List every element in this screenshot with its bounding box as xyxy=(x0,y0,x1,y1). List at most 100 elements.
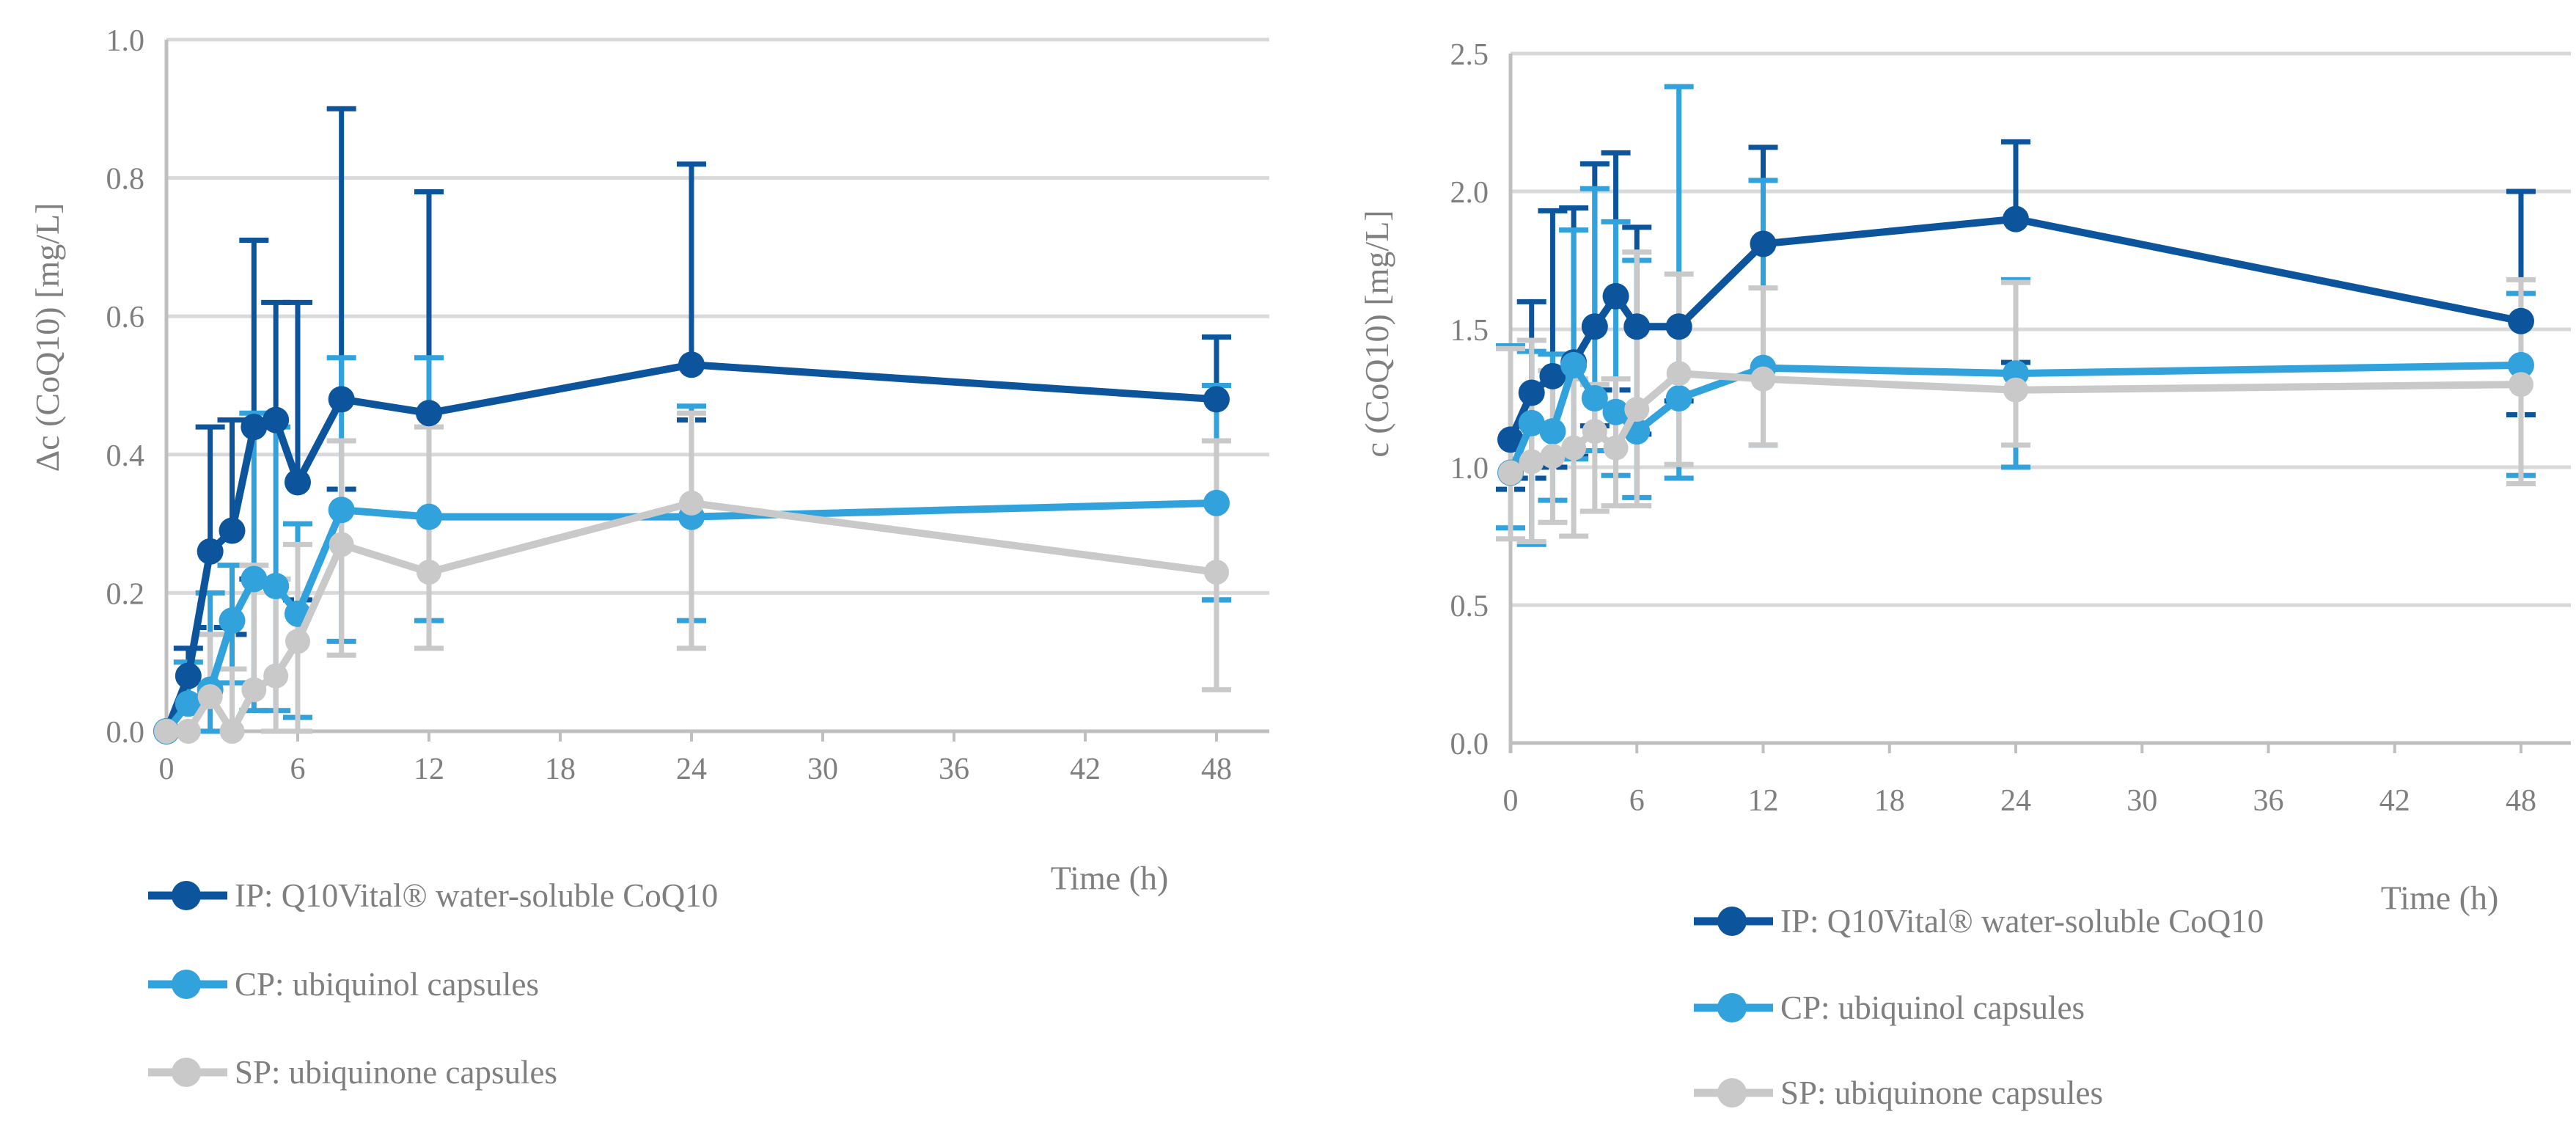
x-axis-title-left: Time (h) xyxy=(1050,859,1169,897)
x-tick-label: 6 xyxy=(1629,784,1645,818)
data-point-cp xyxy=(328,497,355,524)
data-point-sp xyxy=(1561,435,1587,461)
x-tick-label: 18 xyxy=(545,753,576,786)
data-point-ip xyxy=(678,351,705,378)
data-point-cp xyxy=(1560,351,1588,378)
data-point-ip xyxy=(175,662,202,689)
data-point-ip xyxy=(415,400,442,427)
data-point-sp xyxy=(1624,397,1650,422)
y-tick-label: 0.8 xyxy=(106,163,145,197)
data-point-ip xyxy=(1623,313,1651,340)
legend-marker-cp-icon xyxy=(148,970,227,999)
data-point-sp xyxy=(1666,361,1692,387)
data-point-ip xyxy=(284,469,311,496)
legend-marker-sp-icon xyxy=(148,1058,227,1087)
data-point-ip xyxy=(1497,426,1524,453)
x-tick-label: 12 xyxy=(414,753,444,786)
y-tick-label: 2.0 xyxy=(1450,176,1489,210)
data-point-ip xyxy=(219,517,246,544)
y-tick-label: 2.5 xyxy=(1450,38,1489,72)
data-point-ip xyxy=(263,406,290,433)
x-tick-label: 24 xyxy=(676,753,707,786)
x-tick-label: 42 xyxy=(1070,753,1101,786)
x-tick-label: 42 xyxy=(2379,784,2410,818)
data-point-sp xyxy=(1498,460,1523,486)
legend-item-cp-left: CP: ubiquinol capsules xyxy=(147,967,539,1002)
x-tick-label: 48 xyxy=(2506,784,2536,818)
data-point-cp xyxy=(175,690,202,717)
data-point-sp xyxy=(197,684,223,709)
x-tick-label: 36 xyxy=(2253,784,2283,818)
legend-marker-cp-icon xyxy=(1694,993,1773,1022)
legend-label-cp-right: CP: ubiquinol capsules xyxy=(1780,989,2085,1026)
data-point-cp xyxy=(241,565,268,593)
data-point-cp xyxy=(415,503,442,530)
data-point-ip xyxy=(241,414,268,441)
y-tick-label: 0.5 xyxy=(1450,590,1489,623)
legend-label-sp-right: SP: ubiquinone capsules xyxy=(1780,1074,2103,1111)
data-point-sp xyxy=(1203,560,1229,585)
x-tick-label: 0 xyxy=(159,753,175,786)
right-chart: 0 6 12 18 24 30 36 42 48 0.0 0.5 1.0 1.5 2.0 2.5 c (CoQ… xyxy=(1358,38,2571,818)
data-point-sp xyxy=(241,677,267,703)
x-tick-label: 48 xyxy=(1201,753,1232,786)
x-tick-label: 36 xyxy=(939,753,969,786)
data-point-sp xyxy=(263,663,289,689)
legend-item-sp-right: SP: ubiquinone capsules xyxy=(1692,1075,2103,1110)
data-point-cp xyxy=(1581,385,1608,411)
legend-label-sp-left: SP: ubiquinone capsules xyxy=(235,1053,557,1091)
legend-label-ip-left: IP: Q10Vital® water-soluble CoQ10 xyxy=(235,876,719,914)
left-chart: 0 6 12 18 24 30 36 42 48 0.0 0.2 0.4 0.6 0.8 1.0 Δc (Co… xyxy=(29,24,1269,786)
data-point-cp xyxy=(1518,409,1545,436)
data-point-sp xyxy=(416,560,441,585)
data-point-ip xyxy=(1581,313,1608,340)
x-tick-label: 30 xyxy=(2127,784,2157,818)
x-tick-label: 6 xyxy=(290,753,305,786)
data-point-sp xyxy=(2508,372,2533,398)
legend-item-sp-left: SP: ubiquinone capsules xyxy=(147,1055,557,1090)
data-point-ip xyxy=(2002,205,2029,233)
data-point-sp xyxy=(678,490,704,516)
y-axis-title: c (CoQ10) [mg/L] xyxy=(1358,210,1395,457)
data-point-sp xyxy=(2003,377,2028,403)
y-axis-title: Δc (CoQ10) [mg/L] xyxy=(29,203,66,472)
y-tick-label: 0.4 xyxy=(106,439,145,473)
data-point-sp xyxy=(329,532,354,557)
data-point-sp xyxy=(1540,443,1566,469)
data-point-sp xyxy=(175,719,201,744)
y-tick-label: 0.6 xyxy=(106,301,145,334)
data-point-ip xyxy=(1665,313,1692,340)
legend-marker-ip-icon xyxy=(148,881,227,910)
x-tick-label: 30 xyxy=(807,753,838,786)
legend-marker-sp-icon xyxy=(1694,1078,1773,1108)
y-tick-label: 0.0 xyxy=(106,716,145,750)
data-point-ip xyxy=(1750,230,1777,257)
y-tick-label: 0.2 xyxy=(106,577,145,611)
x-tick-label: 18 xyxy=(1874,784,1905,818)
data-point-ip xyxy=(328,386,355,413)
legend-label-cp-left: CP: ubiquinol capsules xyxy=(235,965,539,1003)
y-tick-label: 1.0 xyxy=(106,24,145,58)
legend-item-cp-right: CP: ubiquinol capsules xyxy=(1692,990,2085,1025)
x-tick-label: 12 xyxy=(1747,784,1778,818)
data-point-cp xyxy=(1665,385,1692,411)
x-axis-title-right: Time (h) xyxy=(2380,879,2499,917)
y-tick-label: 1.5 xyxy=(1450,314,1489,348)
data-point-cp xyxy=(2507,351,2534,378)
x-tick-label: 24 xyxy=(2000,784,2031,818)
data-point-ip xyxy=(1539,362,1566,389)
data-point-sp xyxy=(1603,435,1629,461)
data-point-cp xyxy=(1203,489,1230,516)
data-point-ip xyxy=(1602,282,1629,310)
legend-marker-ip-icon xyxy=(1694,907,1773,936)
data-point-cp xyxy=(219,607,246,634)
data-point-ip xyxy=(2507,307,2534,334)
data-point-sp xyxy=(1519,449,1544,475)
data-point-cp xyxy=(263,572,290,599)
legend-item-ip-right: IP: Q10Vital® water-soluble CoQ10 xyxy=(1692,904,2264,939)
data-point-sp xyxy=(219,719,245,744)
data-point-ip xyxy=(197,538,224,565)
data-point-sp xyxy=(1750,366,1776,392)
